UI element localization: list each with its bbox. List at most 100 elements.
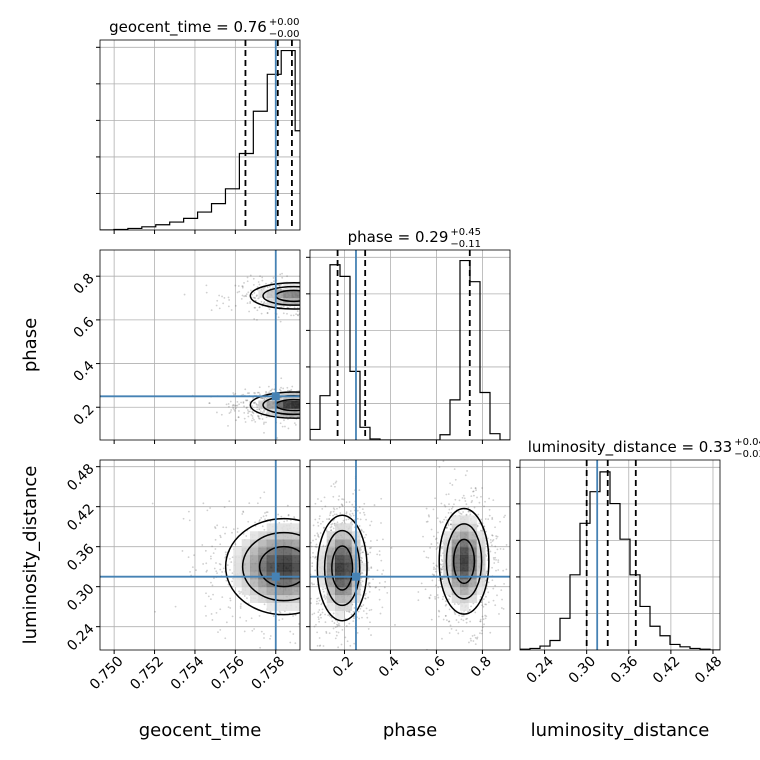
sample-point	[333, 508, 336, 511]
sample-point	[307, 396, 309, 398]
sample-point	[301, 405, 303, 407]
sample-point	[380, 522, 382, 524]
sample-point	[303, 597, 305, 599]
sample-point	[314, 307, 316, 309]
sample-point	[311, 388, 313, 390]
sample-point	[284, 425, 286, 428]
sample-point	[457, 621, 460, 624]
sample-point	[337, 631, 340, 634]
sample-point	[297, 314, 300, 317]
sample-point	[358, 489, 361, 492]
density-cell	[283, 523, 293, 532]
density-cell	[326, 570, 336, 580]
density-cell	[443, 555, 453, 564]
sample-point	[225, 579, 228, 582]
sample-point	[356, 517, 359, 520]
sample-point	[307, 282, 309, 284]
sample-point	[328, 404, 330, 406]
sample-point	[255, 403, 258, 406]
sample-point	[384, 580, 387, 583]
sample-point	[358, 617, 361, 620]
sample-point	[308, 391, 310, 393]
sample-point	[334, 393, 336, 395]
sample-point	[306, 588, 308, 590]
sample-point	[461, 615, 464, 618]
sample-point	[321, 301, 323, 303]
sample-point	[308, 409, 310, 411]
sample-point	[316, 409, 318, 411]
sample-point	[352, 390, 354, 392]
sample-point	[483, 505, 485, 508]
density-cell	[275, 289, 284, 298]
sample-point	[279, 320, 282, 323]
density-cell	[335, 586, 344, 596]
density-cell	[318, 547, 328, 556]
sample-point	[345, 625, 348, 627]
sample-point	[227, 424, 229, 427]
sample-point	[380, 559, 383, 562]
sample-point	[241, 294, 244, 297]
density-cell	[343, 547, 353, 556]
title-sup: +0.04	[734, 437, 760, 448]
sample-point	[319, 385, 321, 387]
sample-point	[283, 419, 285, 422]
sample-point	[332, 612, 335, 615]
sample-point	[335, 407, 337, 409]
sample-point	[316, 295, 318, 297]
sample-point	[304, 283, 306, 285]
sample-point	[231, 580, 233, 583]
sample-point	[336, 308, 338, 310]
sample-point	[477, 513, 480, 516]
sample-point	[456, 653, 458, 655]
sample-point	[304, 594, 306, 596]
sample-point	[494, 551, 497, 554]
density-cell	[335, 610, 344, 619]
sample-point	[370, 567, 373, 570]
sample-point	[332, 406, 334, 408]
sample-point	[341, 505, 344, 507]
sample-point	[376, 563, 378, 565]
x-tick-label: 0.36	[608, 653, 641, 686]
sample-point	[444, 615, 447, 617]
sample-point	[257, 391, 260, 394]
density-cell	[266, 523, 276, 532]
sample-point	[306, 520, 308, 522]
sample-point	[359, 297, 361, 299]
sample-point	[256, 286, 259, 288]
sample-point	[251, 417, 254, 420]
sample-point	[231, 556, 234, 559]
sample-point	[303, 504, 305, 506]
sample-point	[251, 411, 254, 414]
sample-point	[314, 572, 316, 574]
sample-point	[301, 587, 303, 589]
sample-point	[331, 400, 333, 402]
sample-point	[270, 282, 272, 285]
sample-point	[302, 295, 304, 297]
sample-point	[370, 579, 372, 581]
sample-point	[300, 411, 302, 413]
sample-point	[327, 420, 329, 422]
sample-point	[303, 397, 305, 399]
sample-point	[464, 474, 467, 477]
sample-point	[216, 572, 218, 575]
sample-point	[254, 521, 256, 524]
sample-point	[340, 396, 342, 398]
sample-point	[417, 591, 420, 593]
sample-point	[344, 617, 347, 620]
sample-point	[473, 494, 475, 497]
sample-point	[459, 512, 462, 515]
sample-point	[488, 508, 491, 511]
sample-point	[323, 298, 325, 300]
sample-point	[279, 390, 282, 392]
sample-point	[425, 556, 428, 559]
sample-point	[307, 574, 309, 576]
y-tick-label: 0.2	[71, 402, 98, 429]
sample-point	[306, 287, 308, 289]
sample-point	[448, 608, 451, 611]
sample-point	[342, 304, 344, 306]
sample-point	[266, 312, 269, 315]
sample-point	[310, 545, 313, 548]
sample-point	[302, 274, 304, 276]
density-cell	[266, 531, 276, 540]
sample-point	[360, 571, 363, 574]
